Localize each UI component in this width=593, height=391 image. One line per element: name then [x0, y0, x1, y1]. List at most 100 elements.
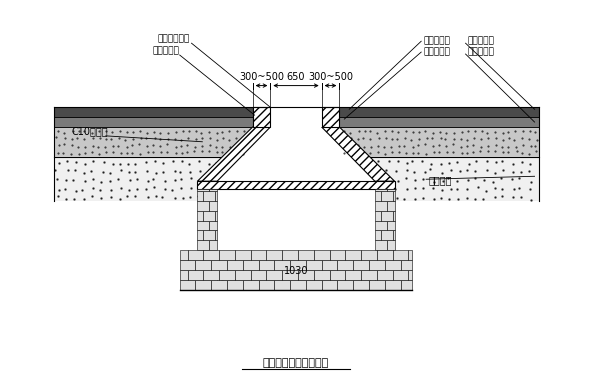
Bar — [180, 250, 187, 260]
Bar — [203, 250, 219, 260]
Bar — [197, 201, 209, 211]
Bar — [306, 260, 321, 270]
Bar — [393, 231, 394, 240]
Bar — [53, 107, 253, 117]
Bar — [197, 181, 394, 189]
Bar — [219, 250, 235, 260]
Bar — [215, 211, 217, 221]
Bar — [215, 191, 217, 201]
Bar — [235, 270, 251, 280]
Bar — [361, 270, 377, 280]
Bar — [353, 280, 369, 290]
Text: 300~500: 300~500 — [308, 72, 353, 82]
Bar — [321, 260, 337, 270]
Bar — [400, 260, 412, 270]
Text: 道路基层: 道路基层 — [428, 175, 452, 185]
Bar — [53, 117, 253, 127]
Bar — [375, 189, 387, 191]
Bar — [251, 270, 266, 280]
Bar — [375, 221, 387, 231]
Bar — [53, 156, 253, 201]
Bar — [209, 201, 217, 211]
Bar — [345, 250, 361, 260]
Bar — [197, 240, 209, 250]
Polygon shape — [217, 127, 375, 181]
Bar — [377, 250, 393, 260]
Bar — [387, 221, 394, 231]
Bar — [209, 221, 217, 231]
Bar — [298, 250, 314, 260]
Bar — [227, 260, 243, 270]
Text: 道路底面层: 道路底面层 — [467, 36, 495, 45]
Text: C10混凝土: C10混凝土 — [71, 126, 108, 136]
Bar — [180, 280, 196, 290]
Bar — [197, 191, 203, 201]
Bar — [345, 270, 361, 280]
Bar — [337, 280, 353, 290]
Text: 沥青混凝土: 沥青混凝土 — [467, 47, 495, 56]
Bar — [203, 191, 215, 201]
Text: 黑色混凝土: 黑色混凝土 — [152, 46, 179, 55]
Bar — [266, 250, 282, 260]
Bar — [227, 280, 243, 290]
Bar — [393, 250, 409, 260]
Bar — [253, 107, 270, 127]
Bar — [243, 260, 259, 270]
Bar — [290, 280, 306, 290]
Polygon shape — [321, 127, 394, 181]
Bar — [339, 107, 540, 117]
Bar — [203, 270, 219, 280]
Text: 300~500: 300~500 — [239, 72, 284, 82]
Bar — [196, 280, 211, 290]
Bar — [314, 270, 330, 280]
Bar — [270, 107, 321, 127]
Bar — [330, 270, 345, 280]
Bar — [393, 191, 394, 201]
Bar — [387, 240, 394, 250]
Bar — [53, 127, 253, 156]
Bar — [339, 117, 540, 127]
Bar — [375, 211, 381, 221]
Bar — [387, 201, 394, 211]
Bar — [211, 280, 227, 290]
Bar — [197, 221, 209, 231]
Bar — [197, 189, 209, 191]
Bar — [369, 280, 385, 290]
Bar — [409, 270, 412, 280]
Bar — [369, 260, 385, 270]
Bar — [339, 156, 540, 201]
Bar — [219, 270, 235, 280]
Bar — [180, 270, 187, 280]
Bar — [400, 280, 412, 290]
Bar — [275, 280, 290, 290]
Text: 提升检查井里面示意图: 提升检查井里面示意图 — [263, 359, 329, 368]
Bar — [217, 189, 375, 250]
Bar — [381, 191, 393, 201]
Bar — [387, 189, 394, 191]
Text: 道路表面层: 道路表面层 — [423, 36, 450, 45]
Bar — [203, 231, 215, 240]
Bar — [375, 240, 387, 250]
Bar — [393, 270, 409, 280]
Bar — [290, 260, 306, 270]
Bar — [282, 270, 298, 280]
Bar — [353, 260, 369, 270]
Bar — [375, 231, 381, 240]
Text: 1030: 1030 — [284, 266, 308, 276]
Polygon shape — [197, 127, 270, 181]
Bar — [259, 260, 275, 270]
Bar — [393, 211, 394, 221]
Bar — [211, 260, 227, 270]
Bar — [251, 250, 266, 260]
Bar — [275, 260, 290, 270]
Text: 650: 650 — [287, 72, 305, 82]
Bar — [259, 280, 275, 290]
Bar — [215, 231, 217, 240]
Bar — [314, 250, 330, 260]
Bar — [409, 250, 412, 260]
Bar — [209, 240, 217, 250]
Text: 沥青混凝土: 沥青混凝土 — [423, 47, 450, 56]
Bar — [361, 250, 377, 260]
Bar — [375, 201, 387, 211]
Bar — [298, 270, 314, 280]
